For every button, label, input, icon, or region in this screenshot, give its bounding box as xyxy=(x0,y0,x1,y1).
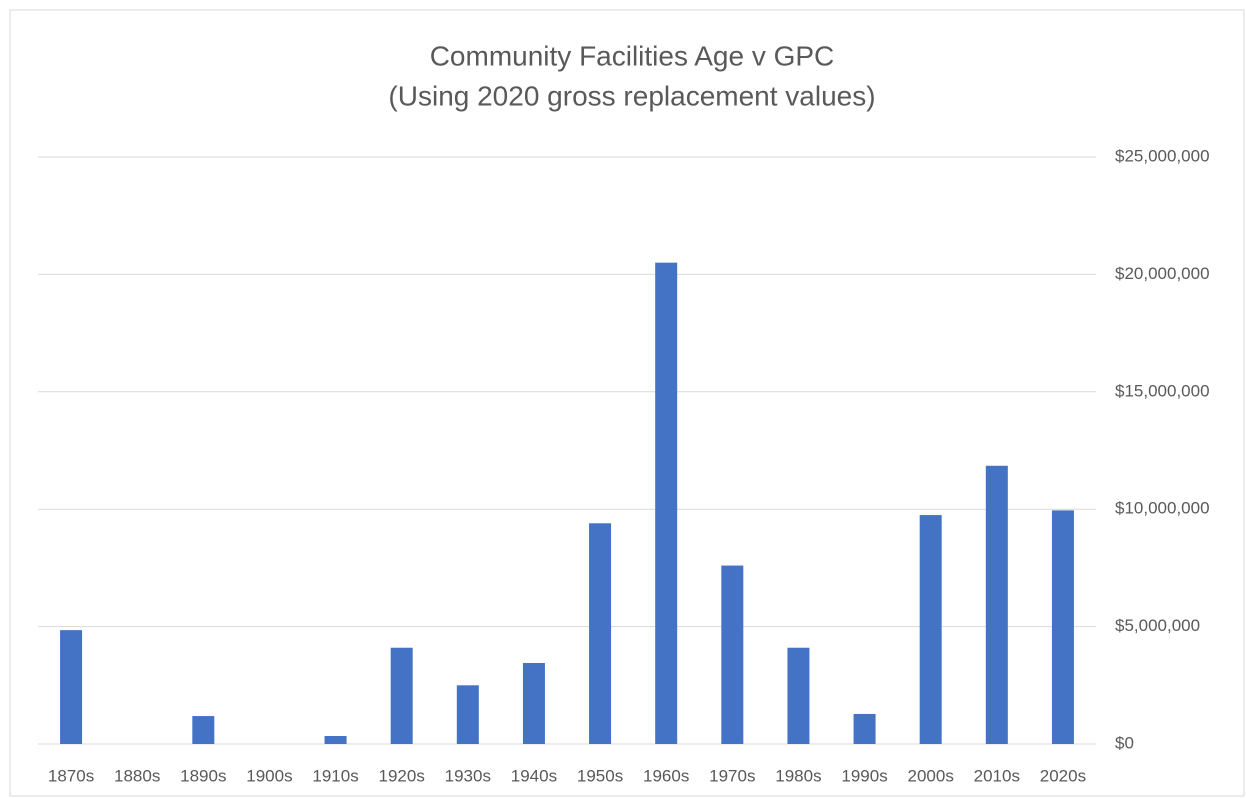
chart-border xyxy=(9,9,1245,797)
x-tick-label: 2010s xyxy=(974,766,1020,785)
bar xyxy=(390,647,413,744)
chart-subtitle: (Using 2020 gross replacement values) xyxy=(388,80,875,111)
bar xyxy=(787,647,810,744)
bar xyxy=(192,716,215,744)
x-tick-label: 1920s xyxy=(379,766,425,785)
y-tick-label: $25,000,000 xyxy=(1115,146,1210,165)
x-tick-label: 1970s xyxy=(709,766,755,785)
x-tick-label: 1980s xyxy=(775,766,821,785)
y-tick-label: $10,000,000 xyxy=(1115,499,1210,518)
x-tick-label: 2020s xyxy=(1040,766,1086,785)
bar xyxy=(655,262,678,744)
x-tick-label: 1930s xyxy=(445,766,491,785)
x-tick-label: 1890s xyxy=(180,766,226,785)
x-tick-label: 1960s xyxy=(643,766,689,785)
y-tick-label: $0 xyxy=(1115,733,1134,752)
bar xyxy=(985,465,1008,744)
bar xyxy=(721,565,744,744)
bar xyxy=(456,685,479,744)
y-tick-label: $5,000,000 xyxy=(1115,616,1200,635)
bar xyxy=(324,736,347,744)
bar xyxy=(589,523,612,744)
x-tick-label: 1990s xyxy=(841,766,887,785)
bar xyxy=(919,515,942,744)
x-tick-label: 1900s xyxy=(246,766,292,785)
bar xyxy=(853,713,876,744)
x-tick-label: 1940s xyxy=(511,766,557,785)
x-tick-label: 2000s xyxy=(908,766,954,785)
chart-title: Community Facilities Age v GPC xyxy=(430,40,835,71)
x-tick-label: 1870s xyxy=(48,766,94,785)
y-tick-label: $20,000,000 xyxy=(1115,264,1210,283)
x-tick-label: 1910s xyxy=(312,766,358,785)
bar xyxy=(1051,510,1074,744)
bar xyxy=(60,630,83,744)
y-tick-label: $15,000,000 xyxy=(1115,381,1210,400)
bar xyxy=(522,662,545,744)
x-tick-label: 1880s xyxy=(114,766,160,785)
x-tick-label: 1950s xyxy=(577,766,623,785)
